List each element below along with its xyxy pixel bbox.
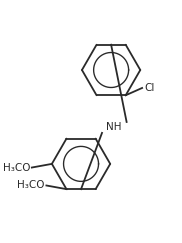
Text: NH: NH bbox=[106, 122, 122, 132]
Text: Cl: Cl bbox=[144, 83, 154, 93]
Text: H₃CO: H₃CO bbox=[17, 181, 45, 191]
Text: H₃CO: H₃CO bbox=[3, 163, 30, 173]
